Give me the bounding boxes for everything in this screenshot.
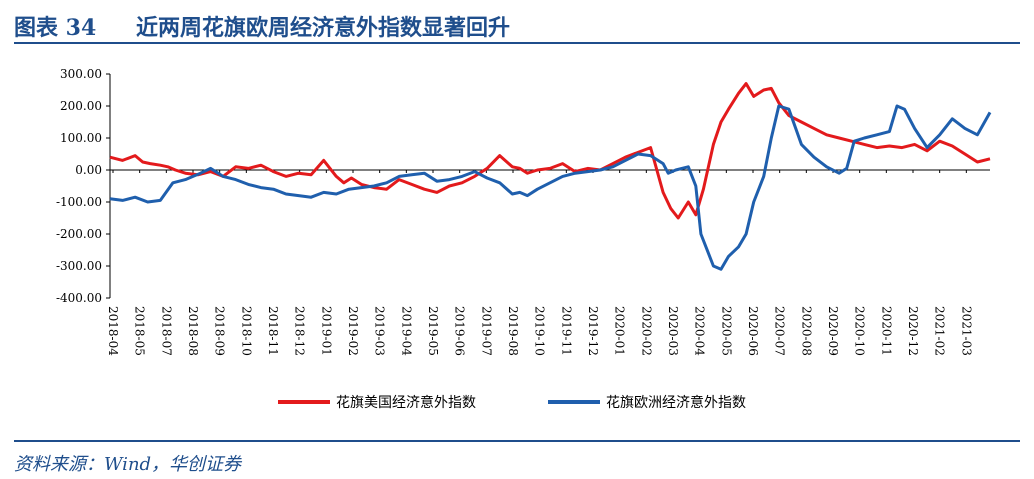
title-bar: 图表 34 近两周花旗欧周经济意外指数显著回升 xyxy=(14,8,1020,44)
x-tick-label: 2018-11 xyxy=(266,306,280,356)
x-tick-label: 2020-10 xyxy=(853,306,867,356)
x-tick-label: 2019-10 xyxy=(533,306,547,356)
x-tick-label: 2018-05 xyxy=(133,306,147,356)
x-axis: 2018-04 2018-05 2018-07 2018-08 2018-09 2018-… xyxy=(106,169,990,356)
y-tick-label: -100.00 xyxy=(56,195,102,209)
series-layer xyxy=(109,82,992,271)
x-tick-label: 2021-02 xyxy=(933,306,947,356)
x-tick-label: 2018-07 xyxy=(159,306,173,356)
y-axis: 300.00 200.00 100.00 0.00 -100.00 -200.00 -300… xyxy=(56,67,111,305)
figure-label: 图表 34 xyxy=(14,15,97,41)
x-tick-label: 2020-07 xyxy=(773,306,787,356)
x-tick-label: 2020-02 xyxy=(639,306,653,356)
x-tick-label: 2018-12 xyxy=(293,306,307,356)
source-divider xyxy=(14,440,1020,442)
source-note: 资料来源：Wind，华创证券 xyxy=(14,454,242,475)
x-tick-label: 2018-08 xyxy=(186,306,200,356)
figure-title: 近两周花旗欧周经济意外指数显著回升 xyxy=(136,15,511,41)
y-tick-label: 300.00 xyxy=(60,67,102,81)
y-tick-label: 100.00 xyxy=(60,131,102,145)
x-tick-label: 2019-03 xyxy=(373,306,387,356)
x-tick-label: 2019-04 xyxy=(399,306,413,356)
x-tick-label: 2018-10 xyxy=(239,306,253,356)
y-tick-label: 200.00 xyxy=(60,99,102,113)
x-tick-label: 2019-07 xyxy=(479,306,493,356)
x-tick-label: 2019-01 xyxy=(319,306,333,356)
x-tick-label: 2019-08 xyxy=(506,306,520,356)
x-tick-label: 2020-09 xyxy=(826,306,840,356)
x-tick-label: 2020-04 xyxy=(693,306,707,356)
legend-label-us: 花旗美国经济意外指数 xyxy=(336,394,476,411)
line-chart: 300.00 200.00 100.00 0.00 -100.00 -200.00 -300… xyxy=(56,67,992,411)
x-tick-label: 2020-01 xyxy=(613,306,627,356)
x-tick-label: 2019-02 xyxy=(346,306,360,356)
y-tick-label: 0.00 xyxy=(75,163,102,177)
y-tick-label: -200.00 xyxy=(56,227,102,241)
x-tick-label: 2019-05 xyxy=(426,306,440,356)
x-tick-label: 2019-11 xyxy=(559,306,573,356)
x-tick-label: 2018-04 xyxy=(106,306,120,356)
x-tick-label: 2018-09 xyxy=(213,306,227,356)
x-tick-label: 2020-06 xyxy=(746,306,760,356)
legend: 花旗美国经济意外指数 花旗欧洲经济意外指数 xyxy=(278,394,746,411)
x-tick-label: 2020-05 xyxy=(719,306,733,356)
x-tick-label: 2019-06 xyxy=(453,306,467,356)
x-tick-label: 2020-12 xyxy=(906,306,920,356)
y-tick-label: -400.00 xyxy=(56,291,102,305)
series-line-us xyxy=(109,82,991,220)
x-tick-label: 2019-12 xyxy=(586,306,600,356)
x-tick-label: 2020-11 xyxy=(879,306,893,356)
x-tick-label: 2021-03 xyxy=(959,306,973,356)
series-line-eu xyxy=(109,104,992,271)
x-tick-label: 2020-03 xyxy=(666,306,680,356)
y-tick-label: -300.00 xyxy=(56,259,102,273)
x-tick-label: 2020-08 xyxy=(799,306,813,356)
legend-label-eu: 花旗欧洲经济意外指数 xyxy=(606,394,746,411)
